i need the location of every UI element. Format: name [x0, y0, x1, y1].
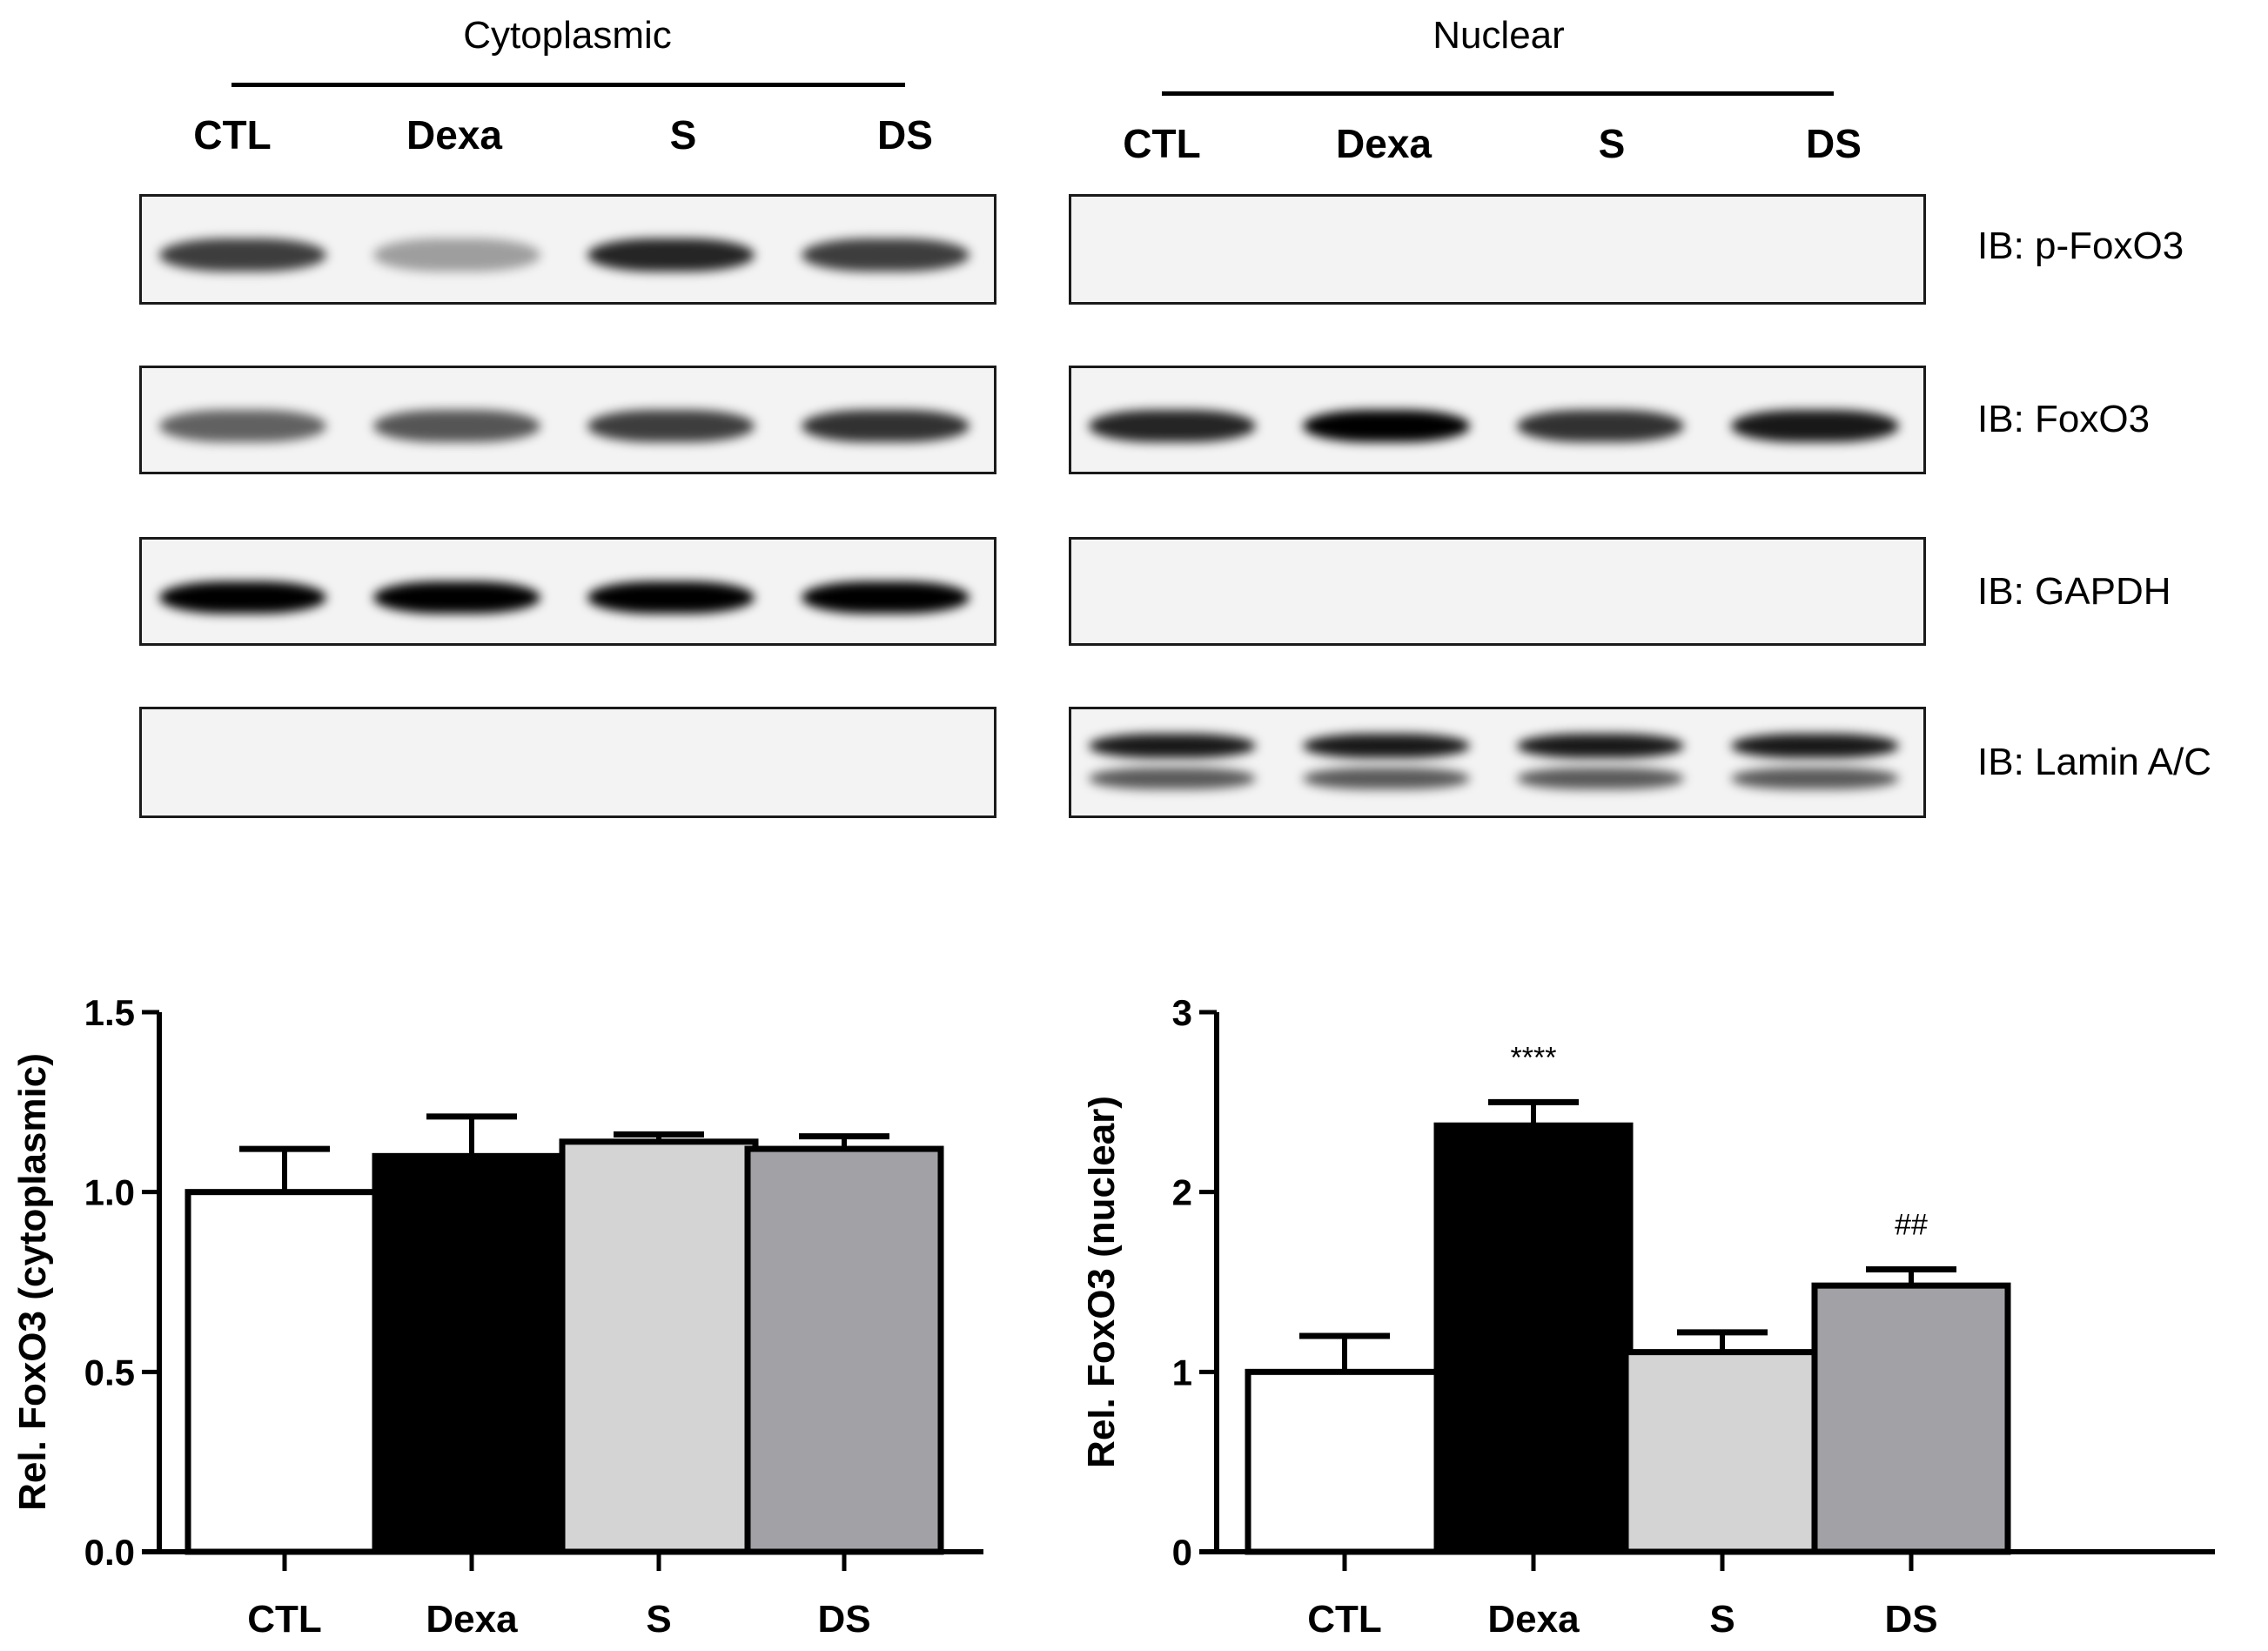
- x-tick-label: S: [1709, 1598, 1735, 1641]
- x-tick-label: Dexa: [426, 1598, 518, 1641]
- blot-band: [1517, 734, 1685, 759]
- nuc-lane-label-dexa: Dexa: [1336, 121, 1432, 166]
- nuclear-group-line: [1162, 91, 1834, 96]
- cyto-lane-label-ds: DS: [877, 112, 933, 158]
- y-tick-label: 1: [1172, 1352, 1192, 1393]
- nuclear-group-title: Nuclear: [1433, 14, 1565, 57]
- cytoplasmic-blot-foxo3: [139, 366, 996, 474]
- blot-band: [372, 581, 540, 614]
- blot-band: [587, 409, 755, 442]
- x-tick-label: Dexa: [1487, 1598, 1580, 1641]
- blot-band: [802, 581, 970, 614]
- blot-band: [1088, 734, 1256, 759]
- blot-band: [802, 238, 970, 272]
- blot-band: [158, 238, 326, 272]
- cyto-lane-label-s: S: [669, 112, 697, 158]
- nuc-lane-label-s: S: [1598, 121, 1626, 166]
- nuclear-blot-foxo3: [1069, 366, 1926, 474]
- bar-ctl: [185, 1189, 385, 1555]
- bar-ds: [744, 1145, 944, 1555]
- y-axis-label: Rel. FoxO3 (nuclear): [1088, 1096, 1123, 1468]
- blot-band: [372, 238, 540, 272]
- blot-band: [587, 238, 755, 272]
- ib-label-p-foxo3: IB: p-FoxO3: [1977, 225, 2184, 267]
- blot-band: [1088, 767, 1256, 790]
- cytoplasmic-foxo3-bar-chart: CTL Dexa S DS 0.0 0.5 1.0 1.5 Rel. FoxO3 (cytopl…: [11, 992, 983, 1641]
- cyto-lane-label-dexa: Dexa: [406, 112, 502, 158]
- blot-band: [158, 581, 326, 614]
- nuc-lane-label-ds: DS: [1806, 121, 1862, 166]
- blot-band: [1302, 734, 1470, 759]
- y-tick-label: 1.0: [84, 1172, 135, 1213]
- bar-s: [1622, 1349, 1822, 1555]
- significance-annotation: ****: [1511, 1041, 1557, 1074]
- cytoplasmic-blot-p-foxo3: [139, 194, 996, 305]
- blot-band: [1088, 409, 1256, 442]
- bar-ds: [1811, 1282, 2011, 1555]
- ib-label-foxo3: IB: FoxO3: [1977, 398, 2151, 440]
- x-tick-label: S: [646, 1598, 671, 1641]
- blot-band: [587, 581, 755, 614]
- blot-band: [158, 409, 326, 442]
- x-tick-label: CTL: [1307, 1598, 1382, 1641]
- y-tick-label: 1.5: [84, 992, 135, 1033]
- blot-band: [1302, 409, 1470, 442]
- bar-s: [559, 1138, 759, 1555]
- blot-band: [1302, 767, 1470, 790]
- y-axis-label: Rel. FoxO3 (cytoplasmic): [11, 1053, 54, 1511]
- cytoplasmic-blot-lamin-a-c: [139, 707, 996, 818]
- blot-band: [1517, 409, 1685, 442]
- significance-annotation: ##: [1895, 1209, 1928, 1242]
- nuclear-foxo3-bar-chart: CTL **** Dexa S ## DS 0 1 2 3 Rel. FoxO3 (nuclear): [1088, 992, 2215, 1641]
- x-tick-label: DS: [817, 1598, 870, 1641]
- y-tick-label: 2: [1172, 1172, 1192, 1213]
- cytoplasmic-group-title: Cytoplasmic: [463, 14, 672, 57]
- blot-band: [1731, 734, 1899, 759]
- x-tick-label: CTL: [247, 1598, 322, 1641]
- ib-label-lamin-ac: IB: Lamin A/C: [1977, 741, 2212, 783]
- bar-dexa: [1433, 1122, 1634, 1555]
- cytoplasmic-group-line: [231, 83, 905, 87]
- blot-band: [1731, 409, 1899, 442]
- y-tick-label: 0: [1172, 1532, 1192, 1573]
- blot-band: [1517, 767, 1685, 790]
- nuclear-blot-p-foxo3: [1069, 194, 1926, 305]
- nuc-lane-label-ctl: CTL: [1123, 121, 1201, 166]
- cyto-lane-label-ctl: CTL: [193, 112, 272, 158]
- bar-dexa: [372, 1152, 572, 1555]
- y-tick-label: 0.5: [84, 1352, 135, 1393]
- nuclear-blot-lamin-a-c: [1069, 707, 1926, 818]
- blot-band: [802, 409, 970, 442]
- blot-band: [372, 409, 540, 442]
- x-tick-label: DS: [1884, 1598, 1937, 1641]
- blot-band: [1731, 767, 1899, 790]
- ib-label-gapdh: IB: GAPDH: [1977, 570, 2171, 613]
- bar-ctl: [1245, 1368, 1445, 1555]
- cytoplasmic-blot-gapdh: [139, 537, 996, 646]
- y-tick-label: 3: [1172, 992, 1192, 1033]
- y-tick-label: 0.0: [84, 1532, 135, 1573]
- nuclear-blot-gapdh: [1069, 537, 1926, 646]
